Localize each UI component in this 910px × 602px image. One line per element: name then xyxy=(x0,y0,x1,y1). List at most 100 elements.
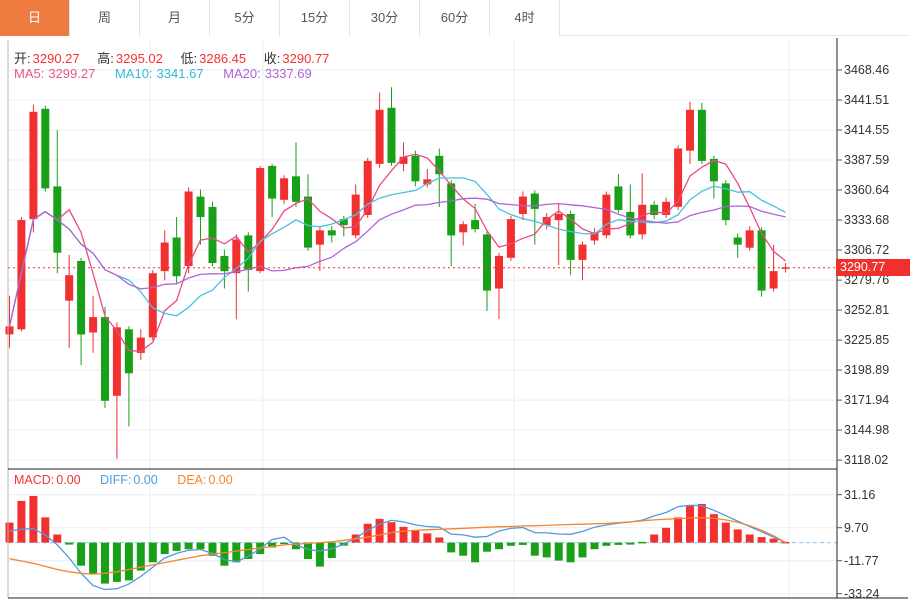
ma-line-ma10 xyxy=(8,177,786,327)
macd-histogram-bar xyxy=(268,542,277,548)
macd-histogram-bar xyxy=(459,542,468,556)
macd-axis-label: -11.77 xyxy=(844,553,879,568)
candle-body xyxy=(411,155,420,182)
price-axis-label: 3414.55 xyxy=(844,123,890,137)
candle-body xyxy=(327,230,336,236)
macd-histogram-bar xyxy=(101,542,109,584)
macd-histogram-bar xyxy=(280,542,289,545)
ohlc-readout: 开: 3290.27 高: 3295.02 低: 3286.45 收: 3290.77 xyxy=(14,48,343,67)
candle-body xyxy=(65,275,74,301)
candle-body xyxy=(304,196,312,248)
macd-value: 0.00 xyxy=(56,473,81,487)
candle-body xyxy=(363,160,372,215)
candle-body xyxy=(733,237,742,245)
candle-body xyxy=(292,176,300,202)
macd-histogram-bar xyxy=(447,542,456,553)
candle-body xyxy=(77,261,86,335)
macd-histogram-bar xyxy=(697,503,706,543)
high-label: 高: xyxy=(97,51,114,66)
close-value: 3290.77 xyxy=(282,51,330,66)
candle-body xyxy=(387,107,396,163)
tab-60min[interactable]: 60分 xyxy=(420,0,490,36)
macd-histogram-bar xyxy=(530,542,539,556)
current-price-badge: 3290.77 xyxy=(836,259,910,277)
tab-4hour[interactable]: 4时 xyxy=(490,0,560,36)
candle-body xyxy=(447,183,456,236)
tab-30min[interactable]: 30分 xyxy=(350,0,420,36)
diff-line xyxy=(9,504,786,591)
macd-histogram-bar xyxy=(196,542,205,550)
macd-histogram-bar xyxy=(77,542,86,566)
macd-histogram-bar xyxy=(554,542,563,561)
diff-value: 0.00 xyxy=(133,473,158,487)
ma5-label: MA5: xyxy=(14,66,45,81)
high-value: 3295.02 xyxy=(115,51,163,66)
macd-histogram-bar xyxy=(112,542,121,582)
candle-body xyxy=(399,156,408,164)
current-price-value: 3290.77 xyxy=(840,260,886,275)
macd-histogram-bar xyxy=(220,542,229,566)
tab-day[interactable]: 日 xyxy=(0,0,70,36)
candle-body xyxy=(781,267,790,269)
diff-label: DIFF: xyxy=(100,473,132,487)
macd-histogram-bar xyxy=(292,542,300,550)
candle-body xyxy=(208,206,217,263)
macd-histogram-bar xyxy=(745,534,754,543)
candle-body xyxy=(721,183,730,221)
macd-histogram-bar xyxy=(662,527,671,543)
candle-body xyxy=(339,219,348,226)
candle-body xyxy=(220,255,229,272)
candle-body xyxy=(566,214,575,260)
macd-histogram-bar xyxy=(566,542,575,563)
macd-histogram-bar xyxy=(638,541,647,544)
candle-body xyxy=(172,237,181,277)
candle-body xyxy=(745,230,754,248)
price-axis-label: 3198.89 xyxy=(844,363,890,378)
macd-histogram-bar xyxy=(674,517,683,543)
macd-histogram-bar xyxy=(17,500,26,543)
macd-histogram-bar xyxy=(518,542,527,545)
candle-body xyxy=(471,220,480,230)
ma20-label: MA20: xyxy=(223,66,261,81)
tab-15min[interactable]: 15分 xyxy=(280,0,350,36)
macd-histogram-bar xyxy=(363,523,372,543)
macd-histogram-bar xyxy=(590,542,599,550)
candle-body xyxy=(89,317,98,333)
tab-5min[interactable]: 5分 xyxy=(210,0,280,36)
candle-body xyxy=(506,219,515,258)
macd-histogram-bar xyxy=(232,542,241,563)
macd-histogram-bar xyxy=(686,505,694,543)
close-label: 收: xyxy=(263,51,281,66)
ma-line-ma20 xyxy=(8,197,786,327)
macd-histogram-bar xyxy=(244,542,253,559)
macd-histogram-bar xyxy=(315,542,324,567)
candle-body xyxy=(315,230,324,245)
macd-histogram-bar xyxy=(172,542,181,551)
ma10-value: 3341.67 xyxy=(156,66,204,81)
price-axis-label: 3468.46 xyxy=(844,63,890,77)
candle-body xyxy=(614,186,623,210)
candle-body xyxy=(160,242,169,272)
candle-body xyxy=(650,204,659,215)
open-label: 开: xyxy=(14,51,31,66)
price-axis-label: 3279.76 xyxy=(844,273,890,288)
candle-body xyxy=(578,244,587,260)
price-axis-label: 3441.51 xyxy=(844,93,890,107)
macd-histogram-bar xyxy=(411,530,420,543)
macd-label: MACD: xyxy=(14,473,55,487)
macd-histogram-bar xyxy=(769,538,778,543)
tab-month[interactable]: 月 xyxy=(140,0,210,36)
macd-histogram-bar xyxy=(399,526,408,543)
macd-histogram-bar xyxy=(327,542,336,558)
candle-body xyxy=(435,155,444,175)
price-axis-label: 3171.94 xyxy=(844,393,890,408)
candle-body xyxy=(662,201,671,215)
candle-body xyxy=(184,191,193,267)
macd-histogram-bar xyxy=(578,542,587,558)
timeframe-tabbar: 日周月 5分 15分 30分 60分 4时 xyxy=(0,0,910,36)
candle-body xyxy=(124,329,133,374)
candle-body xyxy=(554,214,563,221)
tab-week[interactable]: 周 xyxy=(70,0,140,36)
price-axis-label: 3333.68 xyxy=(844,213,890,228)
